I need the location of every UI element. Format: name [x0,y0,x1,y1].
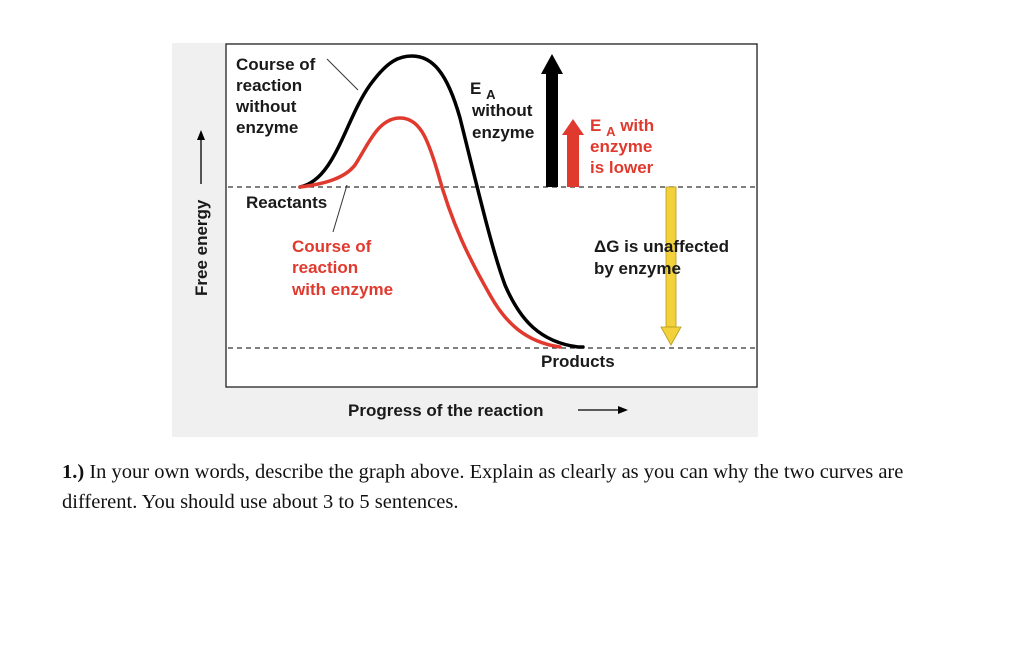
delta-g-arrow-shaft [665,186,677,328]
y-axis-arrow-head [197,130,205,140]
curve-with-enzyme [298,116,562,349]
course-without-label: Course of reaction without enzyme [235,55,320,137]
delta-g-label: ΔG is unaffected by enzyme [594,237,734,278]
y-axis-label: Free energy [192,199,211,296]
ea-without-label: E A without enzyme [470,79,537,142]
question-body: In your own words, describe the graph ab… [62,461,904,513]
x-axis-label: Progress of the reaction [348,401,544,420]
x-axis-arrow-head [618,406,628,414]
products-label: Products [541,352,615,371]
question-number: 1.) [62,461,85,483]
ea-without-arrow-shaft [546,70,558,187]
ea-with-label: E A with enzyme is lower [590,116,659,177]
curve-without-enzyme [298,54,585,349]
delta-g-arrow-head [660,326,682,346]
course-without-leader [326,58,359,91]
ea-with-arrow-head [562,119,584,135]
reactants-leader [332,184,348,233]
ea-without-arrow-head [541,54,563,74]
ea-with-arrow-shaft [567,132,579,187]
question-text: 1.) In your own words, describe the grap… [62,457,942,517]
course-with-label: Course of reaction with enzyme [291,237,393,299]
reactants-label: Reactants [246,193,327,212]
